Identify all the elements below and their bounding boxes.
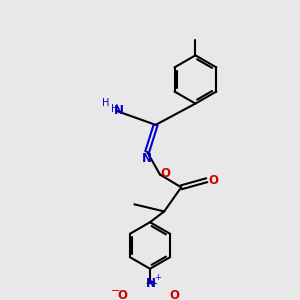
Text: H: H [111, 104, 118, 114]
Text: N: N [146, 277, 156, 290]
Text: N: N [114, 103, 124, 117]
Text: N: N [142, 152, 152, 165]
Text: −: − [110, 286, 120, 296]
Text: O: O [208, 174, 218, 187]
Text: +: + [154, 273, 161, 282]
Text: H: H [102, 98, 110, 108]
Text: O: O [118, 289, 128, 300]
Text: O: O [170, 289, 180, 300]
Text: O: O [160, 167, 171, 180]
